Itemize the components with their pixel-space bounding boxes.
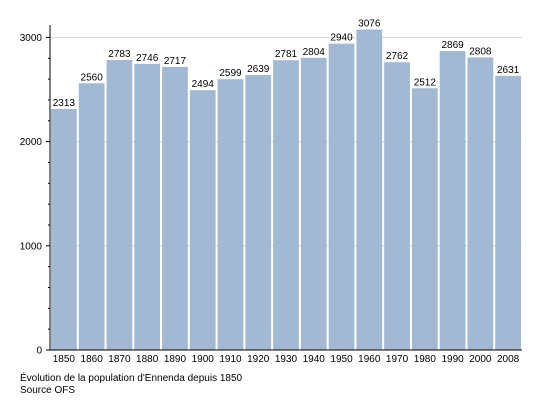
value-label-1990: 2869: [441, 40, 464, 51]
bar-2008: [495, 75, 521, 351]
bar-1900: [189, 90, 216, 350]
x-tick-label-1860: 1860: [81, 354, 104, 365]
bar-1950: [328, 43, 355, 351]
x-axis: 1850 1860 1870 1880 1890 1900 1910 1920 1930 1940…: [50, 349, 522, 365]
bar-1940: [300, 57, 327, 351]
bar-1970: [384, 62, 410, 351]
value-label-1870: 2783: [108, 49, 131, 60]
x-tick-label-1930: 1930: [275, 354, 298, 365]
value-label-2000: 2808: [469, 46, 492, 57]
x-tick-label-1970: 1970: [386, 354, 409, 365]
x-tick-label-2008: 2008: [497, 354, 520, 365]
value-label-1920: 2639: [247, 64, 270, 75]
value-label-1950: 2940: [330, 33, 353, 44]
x-tick-label-1960: 1960: [358, 354, 381, 365]
chart-caption: Évolution de la population d'Ennenda dep…: [20, 373, 243, 384]
bar-1930: [273, 60, 299, 351]
value-label-2008: 2631: [497, 65, 520, 76]
value-label-1910: 2599: [219, 68, 242, 79]
value-label-1850: 2313: [53, 98, 76, 109]
y-tick-label: 3000: [20, 33, 43, 44]
bar-series: [51, 29, 521, 351]
x-tick-label-1920: 1920: [247, 354, 270, 365]
bar-1960: [356, 29, 383, 351]
x-tick-label-2000: 2000: [469, 354, 492, 365]
x-tick-label-1980: 1980: [414, 354, 437, 365]
x-tick-label-1940: 1940: [303, 354, 326, 365]
x-tick-label-1900: 1900: [192, 354, 215, 365]
data-labels: 2313 2560 2783 2746 2717 2494 2599 2639 2781 2804…: [53, 19, 520, 109]
value-label-1960: 3076: [358, 19, 381, 30]
value-label-1940: 2804: [303, 47, 326, 58]
y-tick-label: 0: [36, 346, 42, 357]
value-label-1860: 2560: [81, 72, 104, 83]
x-tick-label-1890: 1890: [164, 354, 187, 365]
bar-1890: [162, 66, 188, 350]
bar-1990: [439, 51, 466, 350]
bar-1920: [245, 75, 272, 350]
value-label-1980: 2512: [414, 77, 437, 88]
x-tick-label-1910: 1910: [219, 354, 242, 365]
x-tick-label-1850: 1850: [53, 354, 76, 365]
value-label-1900: 2494: [192, 79, 215, 90]
value-label-1890: 2717: [164, 56, 187, 67]
x-tick-label-1950: 1950: [330, 354, 353, 365]
value-label-1970: 2762: [386, 51, 409, 62]
bar-1850: [51, 109, 77, 350]
y-tick-label: 1000: [20, 241, 43, 252]
bar-1880: [134, 63, 161, 350]
x-tick-label-1870: 1870: [108, 354, 131, 365]
bar-2000: [467, 57, 494, 351]
x-tick-label-1880: 1880: [136, 354, 159, 365]
x-tick-label-1990: 1990: [441, 354, 464, 365]
chart-source: Source OFS: [20, 385, 76, 396]
bar-1980: [411, 88, 438, 350]
value-label-1880: 2746: [136, 53, 159, 64]
bar-1910: [217, 79, 244, 351]
y-axis: 0 1000 2000 3000: [20, 25, 51, 357]
bar-1870: [106, 60, 133, 350]
bar-1860: [78, 83, 105, 350]
y-tick-label: 2000: [20, 137, 43, 148]
value-label-1930: 2781: [275, 49, 298, 60]
